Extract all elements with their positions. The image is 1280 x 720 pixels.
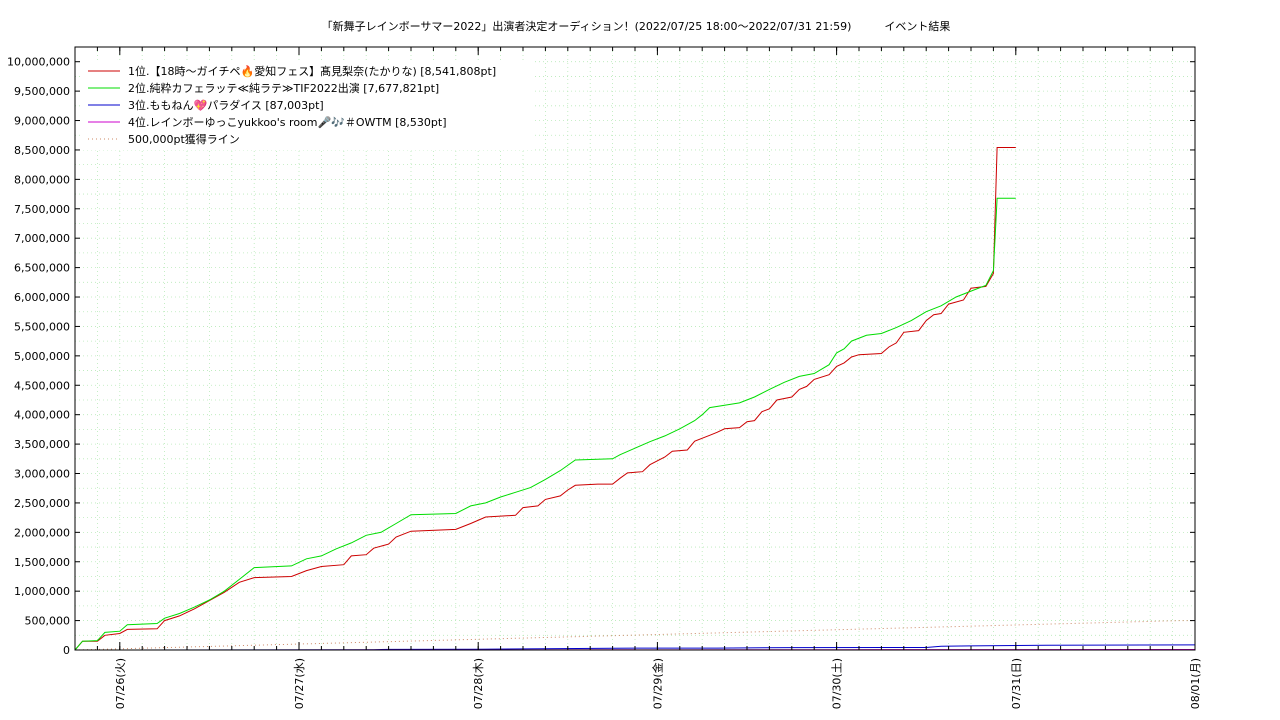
x-tick-label: 07/30(土) (831, 658, 844, 709)
y-tick-label: 10,000,000 (7, 56, 70, 69)
series-line-5 (74, 620, 1195, 651)
y-tick-label: 9,500,000 (14, 85, 70, 98)
y-tick-label: 1,000,000 (14, 585, 70, 598)
legend-entry: 2位.純粋カフェラッテ≪純ラテ≫TIF2022出演 [7,677,821pt] (128, 81, 439, 95)
y-tick-label: 5,000,000 (14, 350, 70, 363)
y-tick-label: 6,000,000 (14, 291, 70, 304)
y-tick-label: 4,500,000 (14, 379, 70, 392)
legend-entry: 3位.ももねん💖パラダイス [87,003pt] (128, 98, 324, 112)
legend: 1位.【18時～ガイチペ🔥愛知フェス】髙見梨奈(たかりな) [8,541,808… (80, 60, 535, 150)
x-tick-label: 07/26(火) (114, 658, 127, 709)
y-tick-label: 500,000 (25, 615, 71, 628)
series-line-2 (74, 197, 1016, 651)
y-tick-label: 0 (63, 644, 70, 657)
legend-entry: 1位.【18時～ガイチペ🔥愛知フェス】髙見梨奈(たかりな) [8,541,808… (128, 64, 496, 78)
series-layer (74, 147, 1196, 651)
y-tick-label: 3,000,000 (14, 468, 70, 481)
x-axis: 07/26(火) 07/27(水) 07/28(木) 07/29(金) 07/30(土)… (74, 47, 1202, 709)
y-tick-label: 4,000,000 (14, 409, 70, 422)
y-tick-label: 6,500,000 (14, 262, 70, 275)
y-tick-label: 2,500,000 (14, 497, 70, 510)
legend-entry: 500,000pt獲得ライン (128, 133, 240, 146)
chart-title: 「新舞子レインボーサマー2022」出演者決定オーディション！(2022/07/2… (322, 19, 951, 33)
legend-entry: 4位.レインボーゆっこyukkoo's room🎤🎶＃OWTM [8,530pt… (128, 115, 447, 129)
y-tick-label: 1,500,000 (14, 556, 70, 569)
y-tick-label: 5,500,000 (14, 320, 70, 333)
y-axis: 0 500,000 1,000,000 1,500,000 2,000,000 2,500… (7, 56, 1195, 657)
y-tick-label: 8,000,000 (14, 173, 70, 186)
y-tick-label: 7,000,000 (14, 232, 70, 245)
y-tick-label: 3,500,000 (14, 438, 70, 451)
x-tick-label: 08/01(月) (1189, 658, 1202, 709)
x-tick-label: 07/31(日) (1010, 658, 1023, 709)
y-tick-label: 2,000,000 (14, 526, 70, 539)
legend-box (80, 60, 535, 150)
y-tick-label: 7,500,000 (14, 203, 70, 216)
x-tick-label: 07/27(水) (293, 658, 306, 709)
y-tick-label: 8,500,000 (14, 144, 70, 157)
y-tick-label: 9,000,000 (14, 115, 70, 128)
x-tick-label: 07/29(金) (650, 658, 664, 709)
x-tick-label: 07/28(木) (472, 658, 485, 709)
series-line-1 (74, 147, 1016, 651)
